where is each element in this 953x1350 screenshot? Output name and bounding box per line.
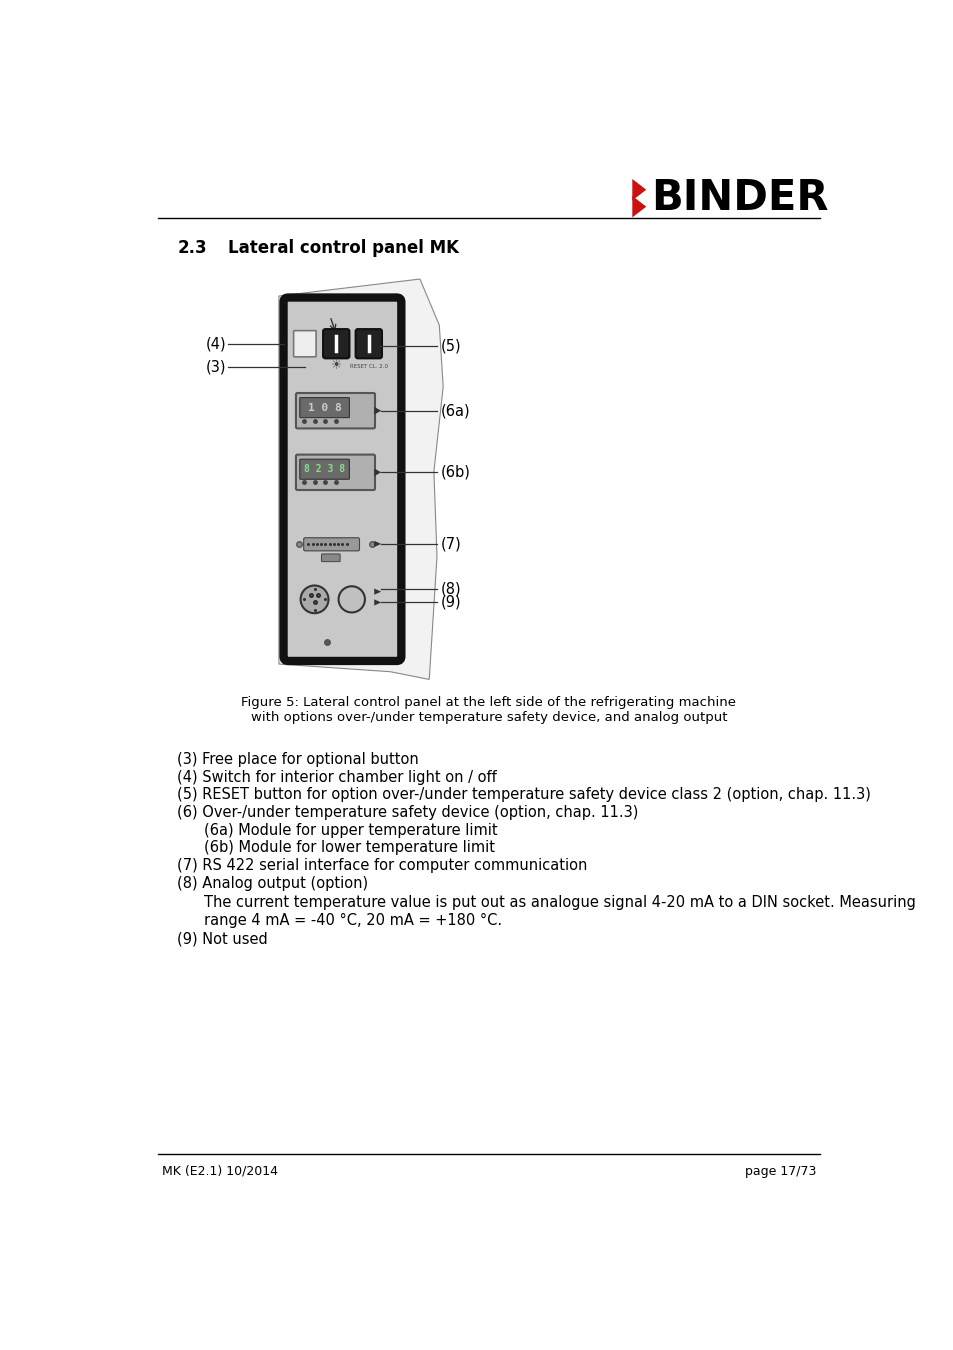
FancyBboxPatch shape: [299, 459, 349, 479]
Text: (4) Switch for interior chamber light on / off: (4) Switch for interior chamber light on…: [177, 769, 497, 784]
Text: 2.3: 2.3: [177, 239, 207, 256]
Text: 8 2 3 8: 8 2 3 8: [304, 464, 345, 474]
Polygon shape: [374, 599, 381, 606]
Text: ☀: ☀: [331, 359, 341, 373]
Text: (8): (8): [440, 582, 461, 597]
Text: (9): (9): [440, 595, 461, 610]
Polygon shape: [374, 406, 381, 414]
Text: with options over-/under temperature safety device, and analog output: with options over-/under temperature saf…: [251, 711, 726, 724]
Text: (7) RS 422 serial interface for computer communication: (7) RS 422 serial interface for computer…: [177, 859, 587, 873]
Polygon shape: [278, 279, 443, 679]
Polygon shape: [632, 180, 645, 201]
FancyBboxPatch shape: [295, 455, 375, 490]
Text: (4): (4): [205, 338, 226, 352]
Text: (6) Over-/under temperature safety device (option, chap. 11.3): (6) Over-/under temperature safety devic…: [177, 805, 639, 819]
Text: 1 0 8: 1 0 8: [308, 402, 341, 413]
Text: Lateral control panel MK: Lateral control panel MK: [228, 239, 458, 256]
FancyBboxPatch shape: [299, 398, 349, 417]
Circle shape: [300, 586, 328, 613]
Polygon shape: [632, 196, 645, 217]
Polygon shape: [374, 541, 381, 547]
Text: (6b): (6b): [440, 464, 470, 479]
FancyBboxPatch shape: [303, 537, 359, 551]
Text: (5) RESET button for option over-/under temperature safety device class 2 (optio: (5) RESET button for option over-/under …: [177, 787, 870, 802]
Text: (6b) Module for lower temperature limit: (6b) Module for lower temperature limit: [204, 840, 495, 856]
FancyBboxPatch shape: [355, 329, 381, 358]
Text: (5): (5): [440, 339, 461, 354]
Text: MK (E2.1) 10/2014: MK (E2.1) 10/2014: [162, 1165, 277, 1177]
Text: The current temperature value is put out as analogue signal 4-20 mA to a DIN soc: The current temperature value is put out…: [204, 895, 916, 910]
Text: (8) Analog output (option): (8) Analog output (option): [177, 876, 368, 891]
Text: (7): (7): [440, 536, 461, 551]
Text: Figure 5: Lateral control panel at the left side of the refrigerating machine: Figure 5: Lateral control panel at the l…: [241, 697, 736, 709]
FancyBboxPatch shape: [321, 554, 340, 562]
Text: range 4 mA = -40 °C, 20 mA = +180 °C.: range 4 mA = -40 °C, 20 mA = +180 °C.: [204, 913, 502, 927]
Text: (6a): (6a): [440, 404, 470, 418]
FancyBboxPatch shape: [295, 393, 375, 428]
Text: (3): (3): [206, 359, 226, 374]
Text: (3) Free place for optional button: (3) Free place for optional button: [177, 752, 418, 767]
Text: (9) Not used: (9) Not used: [177, 931, 268, 946]
Polygon shape: [374, 589, 381, 595]
Text: (6a) Module for upper temperature limit: (6a) Module for upper temperature limit: [204, 822, 497, 837]
Polygon shape: [374, 468, 381, 477]
FancyBboxPatch shape: [323, 329, 349, 358]
FancyBboxPatch shape: [283, 297, 401, 662]
Circle shape: [338, 586, 365, 613]
Text: BINDER: BINDER: [650, 177, 827, 219]
Text: page 17/73: page 17/73: [744, 1165, 815, 1177]
FancyBboxPatch shape: [294, 331, 315, 356]
Text: RESET CL. 2.0: RESET CL. 2.0: [350, 363, 387, 369]
